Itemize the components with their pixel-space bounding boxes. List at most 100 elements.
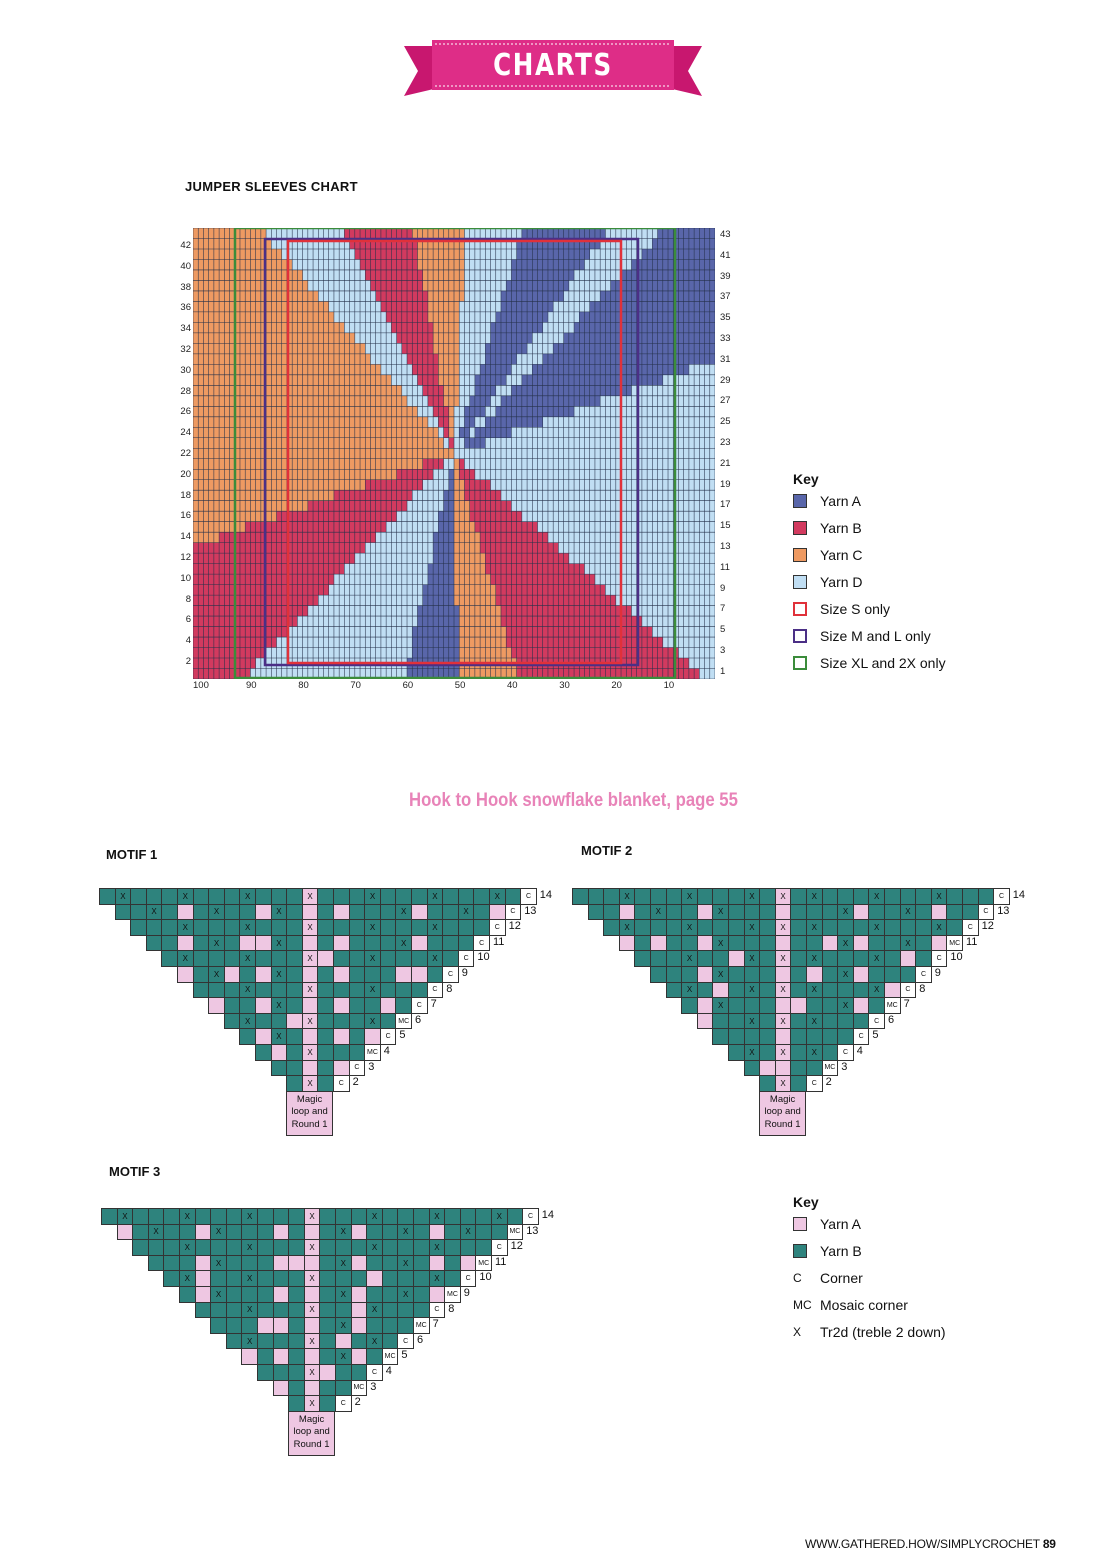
grid-cell: [688, 322, 695, 334]
grid-cell: [647, 595, 653, 606]
motif-cell: [301, 903, 319, 921]
grid-cell: [662, 269, 669, 281]
grid-cell: [605, 574, 611, 585]
grid-cell: [584, 521, 591, 533]
grid-cell: [328, 668, 335, 680]
grid-cell: [307, 353, 314, 365]
grid-cell: [688, 584, 695, 596]
grid-cell: [558, 248, 564, 260]
grid-cell: [532, 500, 538, 512]
motif-cell: [728, 1044, 745, 1061]
grid-cell: [396, 269, 403, 281]
grid-cell: [532, 469, 538, 481]
grid-cell: [360, 479, 366, 491]
grid-cell: [297, 364, 303, 376]
grid-cell: [511, 290, 517, 302]
grid-cell: [626, 490, 632, 501]
grid-cell: [647, 437, 653, 449]
grid-cell: [558, 626, 564, 638]
grid-cell: [422, 259, 429, 271]
grid-cell: [688, 595, 695, 606]
grid-cell: [224, 605, 230, 617]
grid-cell: [626, 542, 632, 554]
corner-cell: C: [993, 888, 1010, 905]
motif-cell: [223, 888, 241, 905]
grid-cell: [636, 584, 643, 596]
grid-cell: [594, 332, 601, 344]
grid-cell: [407, 395, 413, 407]
grid-cell: [454, 616, 460, 627]
motif-cell: [411, 981, 428, 999]
grid-cell: [360, 311, 366, 323]
grid-cell: [699, 668, 705, 680]
grid-cell: [281, 343, 288, 355]
grid-cell: [396, 595, 403, 606]
grid-cell: [391, 479, 397, 491]
grid-cell: [333, 584, 340, 596]
grid-cell: [558, 469, 564, 481]
grid-cell: [407, 311, 413, 323]
grid-cell: [485, 616, 491, 627]
grid-cell: [610, 553, 617, 564]
grid-cell: [678, 228, 684, 239]
grid-cell: [433, 353, 439, 365]
grid-cell: [532, 521, 538, 533]
grid-cell: [621, 500, 627, 512]
grid-cell: [245, 395, 251, 407]
grid-cell: [427, 416, 434, 428]
motif-cell: [681, 997, 698, 1014]
grid-cell: [574, 626, 580, 638]
grid-cell: [647, 574, 653, 585]
grid-cell: [328, 448, 335, 460]
grid-cell: [239, 500, 246, 512]
grid-cell: [297, 238, 303, 250]
grid-cell: [678, 311, 684, 323]
grid-cell: [683, 238, 690, 250]
grid-cell: [589, 301, 596, 313]
grid-cell: [574, 511, 580, 522]
grid-cell: [511, 616, 517, 627]
grid-cell: [626, 437, 632, 449]
grid-cell: [600, 301, 606, 313]
motif-cell: [634, 888, 651, 905]
grid-cell: [668, 353, 674, 365]
grid-cell: [699, 259, 705, 271]
round-number: 12: [981, 920, 994, 933]
grid-cell: [427, 448, 434, 460]
grid-cell: [506, 500, 512, 512]
grid-cell: [234, 385, 241, 397]
grid-cell: [427, 343, 434, 355]
grid-cell: [521, 427, 528, 439]
grid-cell: [652, 668, 658, 680]
grid-cell: [375, 490, 382, 501]
grid-cell: [480, 647, 486, 659]
grid-cell: [213, 626, 220, 638]
grid-cell: [375, 248, 382, 260]
grid-cell: [328, 511, 335, 522]
grid-cell: [511, 416, 517, 428]
grid-cell: [448, 595, 455, 606]
motif-cell: [223, 997, 241, 1014]
grid-cell: [594, 532, 601, 543]
grid-cell: [234, 332, 241, 344]
grid-cell: [302, 427, 309, 439]
grid-cell: [574, 542, 580, 554]
grid-cell: [495, 269, 502, 281]
grid-cell: [427, 427, 434, 439]
grid-cell: [668, 416, 674, 428]
grid-cell: [292, 605, 298, 617]
grid-cell: [401, 668, 408, 680]
motif-cell: [379, 1012, 397, 1030]
grid-cell: [662, 521, 669, 533]
grid-cell: [584, 500, 591, 512]
grid-cell: [532, 290, 538, 302]
grid-cell: [579, 290, 585, 302]
grid-cell: [234, 668, 241, 680]
grid-cell: [365, 395, 371, 407]
motif-cell: [696, 950, 714, 967]
grid-cell: [208, 364, 215, 376]
grid-cell: [286, 280, 293, 292]
motif-cell: X: [426, 919, 444, 936]
grid-cell: [626, 427, 632, 439]
grid-cell: [688, 605, 695, 617]
